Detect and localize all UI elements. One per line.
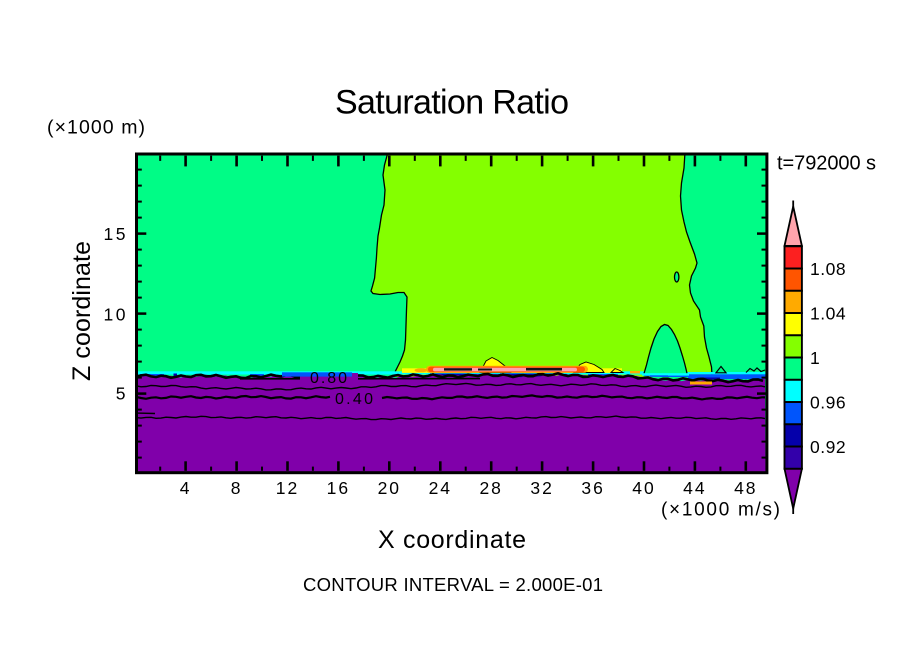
svg-text:24: 24: [429, 478, 452, 498]
svg-text:0.80: 0.80: [310, 370, 347, 387]
svg-text:44: 44: [683, 478, 706, 498]
svg-text:1: 1: [810, 348, 820, 368]
svg-text:28: 28: [479, 478, 502, 498]
svg-text:20: 20: [378, 478, 401, 498]
svg-text:t=792000 s: t=792000 s: [777, 153, 876, 175]
svg-text:36: 36: [581, 478, 604, 498]
svg-text:Saturation Ratio: Saturation Ratio: [335, 84, 569, 122]
svg-text:12: 12: [276, 478, 299, 498]
svg-text:4: 4: [180, 478, 192, 498]
svg-text:X coordinate: X coordinate: [378, 526, 526, 554]
svg-text:32: 32: [530, 478, 553, 498]
svg-text:15: 15: [104, 224, 128, 244]
svg-text:(×1000 m/s): (×1000 m/s): [661, 500, 780, 521]
svg-text:5: 5: [116, 384, 128, 404]
svg-text:Z coordinate: Z coordinate: [68, 241, 96, 381]
svg-text:0.40: 0.40: [335, 391, 373, 408]
svg-text:1.04: 1.04: [810, 304, 846, 324]
svg-text:48: 48: [734, 478, 757, 498]
svg-text:40: 40: [632, 478, 655, 498]
svg-text:10: 10: [104, 305, 128, 325]
svg-text:1.08: 1.08: [810, 259, 846, 279]
svg-text:0.92: 0.92: [810, 437, 846, 457]
svg-text:8: 8: [231, 478, 243, 498]
svg-text:(×1000 m): (×1000 m): [47, 117, 145, 139]
svg-text:0.96: 0.96: [810, 393, 846, 413]
svg-text:CONTOUR INTERVAL = 2.000E-01: CONTOUR INTERVAL = 2.000E-01: [303, 574, 603, 595]
svg-text:16: 16: [327, 478, 350, 498]
